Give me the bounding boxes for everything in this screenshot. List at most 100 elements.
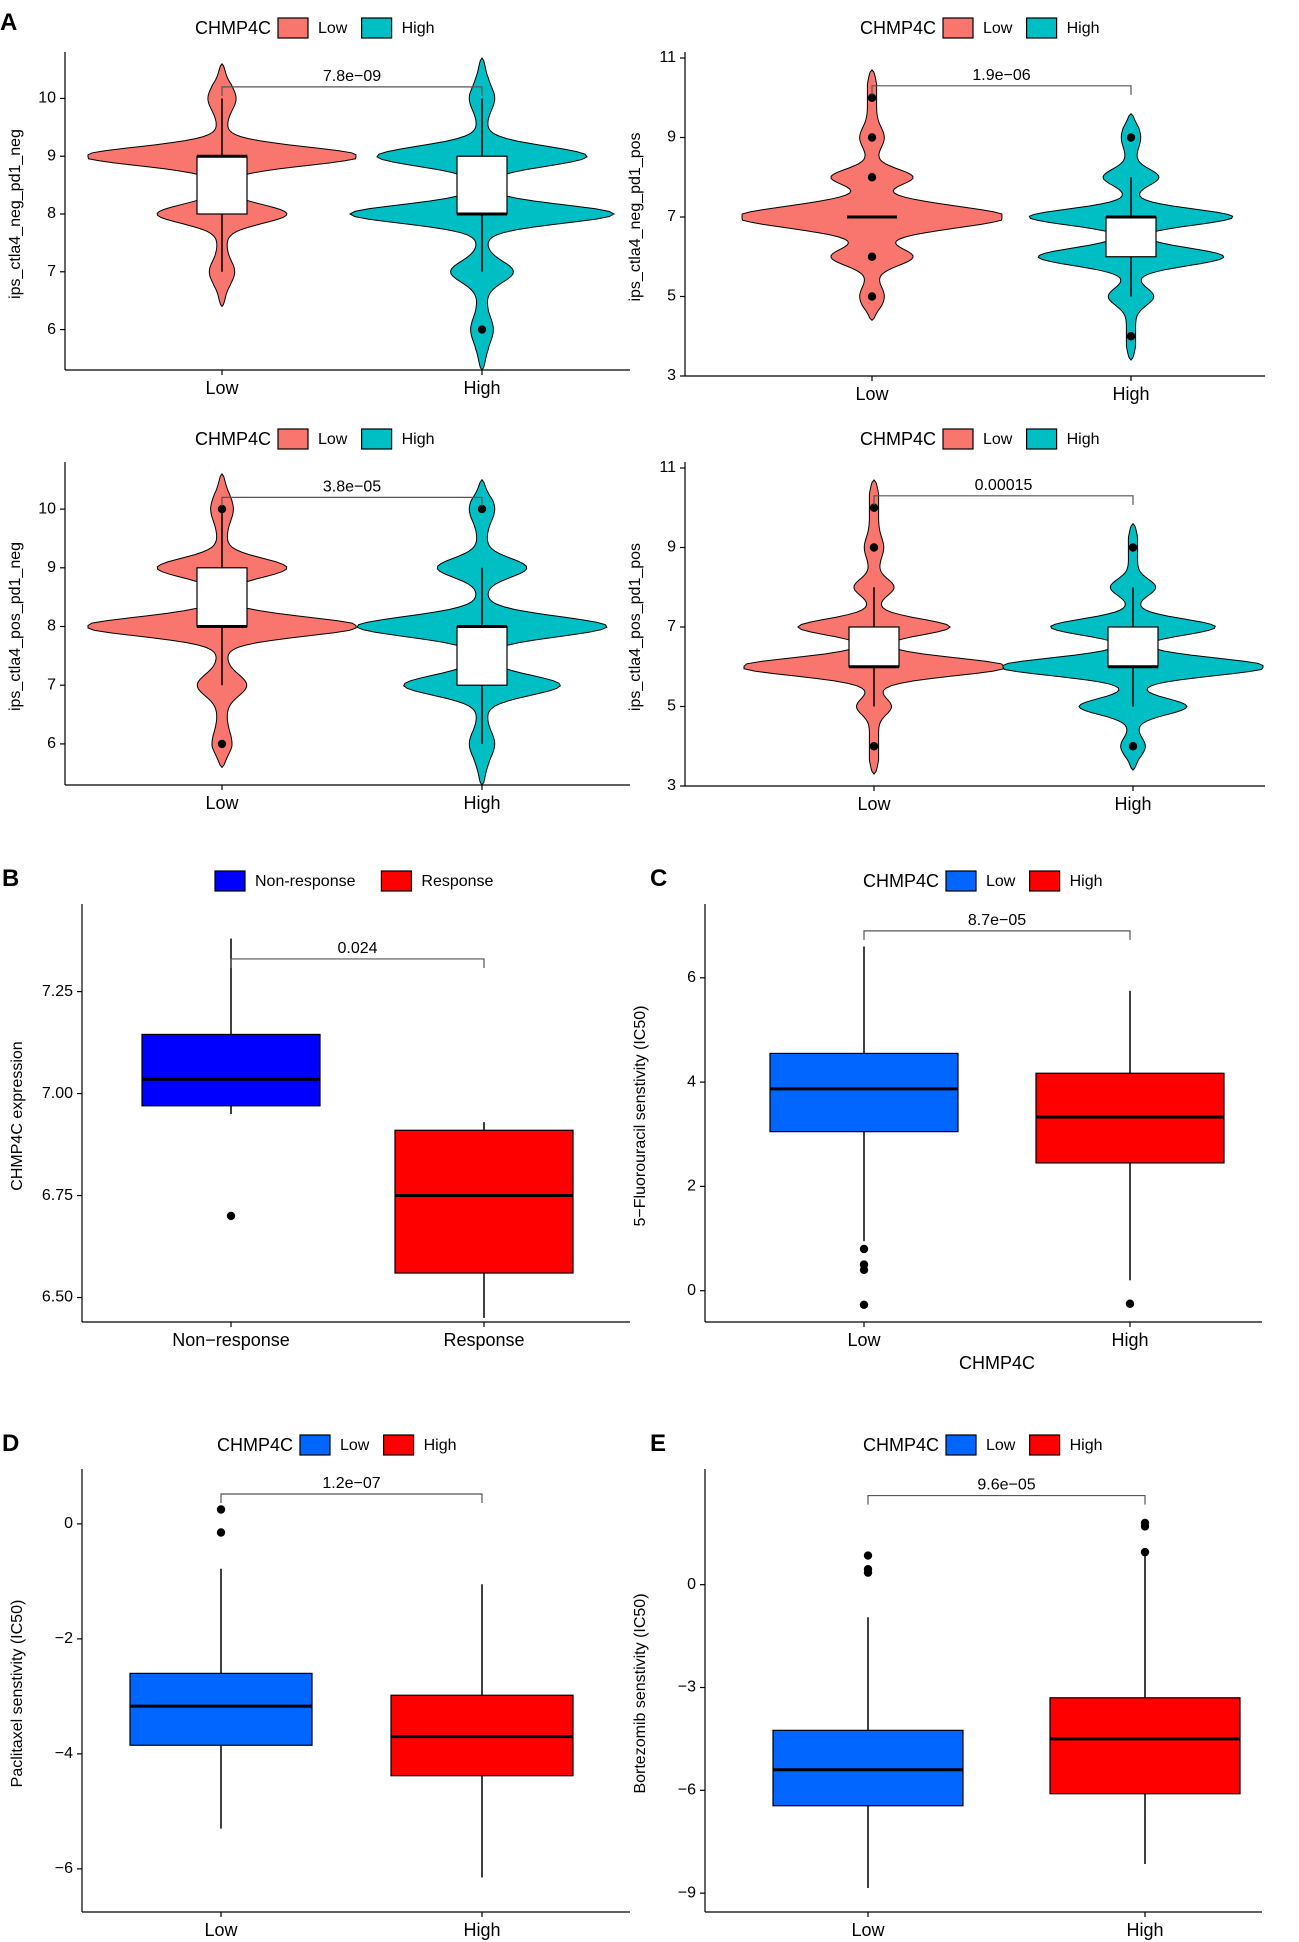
comparison-bracket	[220, 1493, 483, 1503]
x-tick-label: High	[1126, 1920, 1163, 1940]
y-tick-label: 7	[47, 263, 56, 280]
legend-key-2	[383, 1434, 415, 1456]
y-tick-label: 7	[667, 208, 676, 225]
legend-key-2	[1028, 870, 1061, 892]
panel-label: E	[650, 1430, 666, 1457]
legend-title: CHMP4C	[217, 1435, 293, 1455]
outlier-point	[867, 173, 877, 182]
box-1	[141, 1033, 321, 1107]
legend-key-1	[945, 1434, 977, 1456]
outlier-point	[859, 1265, 869, 1275]
chart-panel-7: D CHMP4C Low High −6 −4 −2 0 Low High Paclitaxel s…	[2, 1430, 630, 1940]
legend-label-1: Low	[318, 431, 348, 448]
chart-panel-4: CHMP4C Low High 3 5 7 9 11 Low High ips_ctla4_pos_…	[627, 428, 1265, 814]
y-tick-label: 3	[667, 777, 676, 794]
y-tick-label: 7	[667, 618, 676, 635]
box-2	[456, 155, 508, 215]
p-value-label: 1.2e−07	[322, 1475, 380, 1492]
y-tick-label: −2	[55, 1630, 73, 1647]
legend-label-2: High	[1070, 873, 1103, 890]
y-tick-label: 10	[38, 90, 56, 107]
legend-label-2: High	[1067, 20, 1100, 37]
x-tick-label: High	[1114, 794, 1151, 814]
comparison-bracket	[221, 496, 483, 507]
box-1	[196, 155, 248, 215]
y-tick-label: 6	[687, 969, 696, 986]
y-axis-label: Paclitaxel senstivity (IC50)	[9, 1600, 26, 1788]
legend-label-1: Low	[318, 20, 348, 37]
outlier-point	[867, 292, 877, 301]
y-tick-label: 6	[47, 735, 56, 752]
y-tick-label: 7.25	[42, 983, 73, 1000]
y-tick-label: 7.00	[42, 1085, 73, 1102]
y-tick-label: 7	[47, 676, 56, 693]
y-axis-label: CHMP4C expression	[9, 1041, 26, 1190]
y-tick-label: 9	[667, 539, 676, 556]
legend: CHMP4C Low High	[860, 428, 1100, 450]
x-tick-label: Low	[204, 1920, 238, 1940]
y-tick-label: 6	[47, 321, 56, 338]
y-tick-label: 3	[667, 367, 676, 384]
outlier-point	[1125, 1299, 1135, 1308]
box-1	[129, 1672, 313, 1746]
legend: Non-response Response	[214, 870, 494, 892]
box-1	[772, 1729, 964, 1807]
outlier-point	[216, 1505, 226, 1514]
legend-key-1	[945, 870, 977, 892]
outlier-point	[226, 1211, 236, 1221]
chart-panel-2: CHMP4C Low High 3 5 7 9 11 Low High ips_ctla4_neg_…	[627, 17, 1265, 404]
outlier-point	[867, 133, 877, 142]
p-value-label: 1.9e−06	[972, 67, 1030, 84]
p-value-label: 0.00015	[975, 477, 1033, 494]
legend: CHMP4C Low High	[860, 17, 1100, 39]
box-1	[769, 1052, 959, 1133]
legend-key-2	[1028, 1434, 1061, 1456]
x-tick-label: High	[1111, 1330, 1148, 1350]
y-tick-label: 8	[47, 205, 56, 222]
legend-label-2: High	[1070, 1437, 1103, 1454]
outlier-point	[863, 1551, 873, 1560]
p-value-label: 0.024	[337, 940, 377, 957]
y-tick-label: 4	[687, 1073, 696, 1090]
legend-key-2	[361, 17, 393, 39]
legend: CHMP4C Low High	[195, 17, 435, 39]
legend-key-1	[214, 870, 246, 892]
comparison-bracket	[871, 85, 1132, 95]
legend-key-1	[277, 17, 309, 39]
panel-label: B	[2, 865, 19, 892]
legend-title: CHMP4C	[863, 871, 939, 891]
comparison-bracket	[863, 930, 1131, 940]
x-tick-label: Low	[857, 794, 891, 814]
box-1	[848, 626, 900, 668]
legend-title: CHMP4C	[863, 1435, 939, 1455]
x-tick-label: High	[1112, 384, 1149, 404]
legend-label-2: High	[402, 431, 435, 448]
legend: CHMP4C Low High	[863, 870, 1103, 892]
p-value-label: 7.8e−09	[323, 68, 381, 85]
legend-label-2: High	[424, 1437, 457, 1454]
legend-title: CHMP4C	[860, 18, 936, 38]
outlier-point	[217, 504, 227, 514]
outlier-point	[1126, 133, 1136, 142]
legend-label-1: Low	[983, 431, 1013, 448]
outlier-point	[867, 252, 877, 261]
y-tick-label: 6.50	[42, 1289, 73, 1306]
y-axis-label: ips_ctla4_pos_pd1_pos	[627, 543, 644, 711]
y-tick-label: 0	[687, 1282, 696, 1299]
legend-label-1: Low	[340, 1437, 370, 1454]
legend: CHMP4C Low High	[195, 428, 435, 450]
legend-title: CHMP4C	[195, 18, 271, 38]
comparison-bracket	[230, 958, 485, 968]
legend-label-1: Low	[986, 873, 1016, 890]
box-1	[196, 567, 248, 628]
p-value-label: 3.8e−05	[323, 478, 381, 495]
y-tick-label: −9	[678, 1884, 696, 1901]
x-tick-label: Non−response	[172, 1330, 290, 1350]
y-axis-label: 5−Fluorouracil senstivity (IC50)	[632, 1006, 649, 1227]
y-tick-label: 6.75	[42, 1187, 73, 1204]
y-axis-label: ips_ctla4_pos_pd1_neg	[7, 542, 24, 711]
y-tick-label: −6	[55, 1860, 73, 1877]
y-axis-label: ips_ctla4_neg_pd1_pos	[627, 132, 644, 301]
legend-label-2: Response	[421, 873, 493, 890]
